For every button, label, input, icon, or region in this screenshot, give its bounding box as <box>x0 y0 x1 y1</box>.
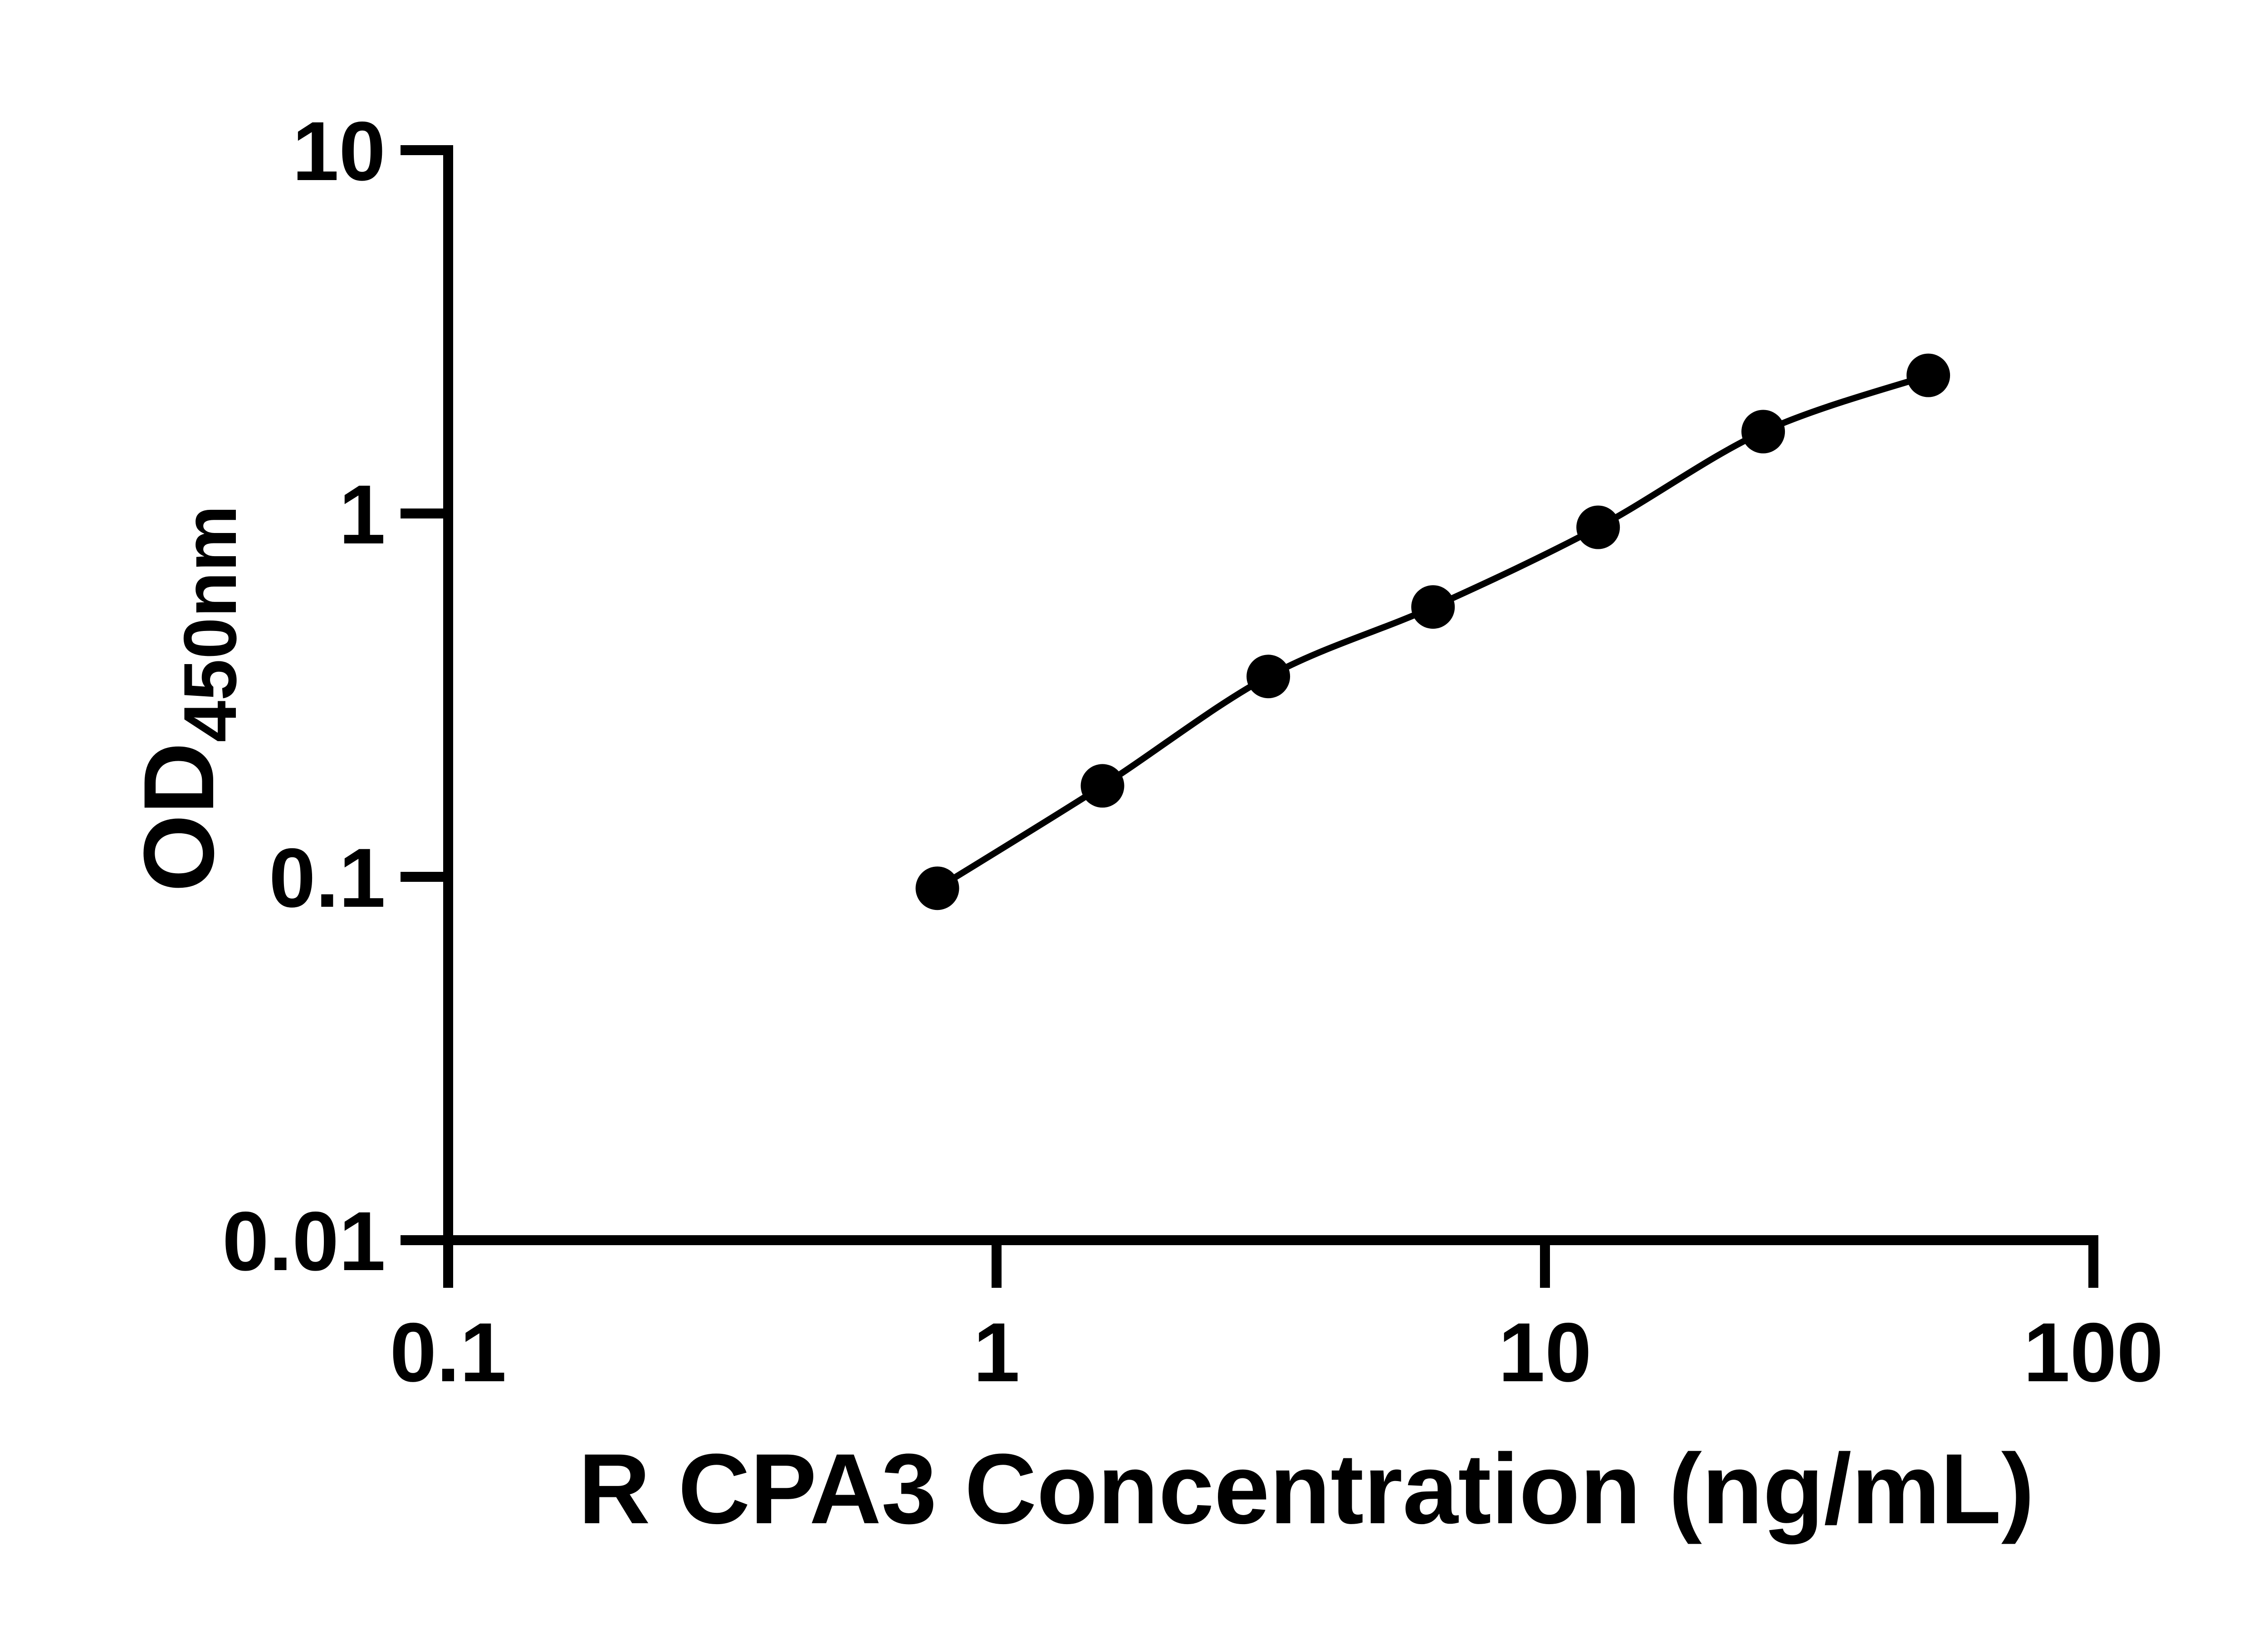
x-tick-label-0.1: 0.1 <box>390 1306 506 1399</box>
y-tick-label-0.01: 0.01 <box>222 1195 386 1288</box>
y-axis-title-main: OD <box>123 742 235 892</box>
y-tick-label-10: 10 <box>292 105 386 198</box>
x-axis-title: R CPA3 Concentration (ng/mL) <box>578 1433 2034 1545</box>
data-point-0.78 <box>915 866 959 910</box>
y-tick-label-1: 1 <box>339 468 386 562</box>
data-series <box>915 353 1950 910</box>
fit-curve <box>935 372 1930 891</box>
axis-ticks <box>401 145 2098 1288</box>
y-axis-title: OD450nm <box>123 505 252 892</box>
y-axis-title-subscript: 450nm <box>168 505 252 743</box>
y-tick-label-0.1: 0.1 <box>269 831 386 925</box>
x-tick-label-10: 10 <box>1498 1306 1592 1399</box>
axes <box>443 145 2098 1245</box>
data-point-25 <box>1741 410 1785 454</box>
x-tick-label-1: 1 <box>973 1306 1020 1399</box>
data-point-6.25 <box>1411 585 1455 629</box>
data-point-12.5 <box>1576 505 1620 549</box>
data-point-1.56 <box>1080 764 1124 808</box>
data-point-3.13 <box>1246 655 1290 699</box>
x-tick-label-100: 100 <box>2024 1306 2164 1399</box>
data-point-50 <box>1906 353 1950 397</box>
